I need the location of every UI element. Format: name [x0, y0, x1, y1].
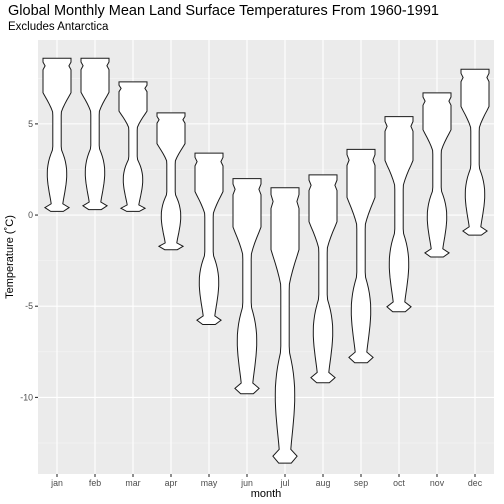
x-tick-label: feb	[89, 478, 101, 488]
x-tick-label: nov	[430, 478, 445, 488]
plot-panel	[38, 40, 494, 474]
y-tick-label: 0	[28, 210, 33, 220]
violin-mar	[118, 81, 148, 212]
violin-jan	[42, 57, 72, 212]
y-axis: -10 -5 0 5	[20, 119, 38, 402]
x-axis-title: month	[251, 488, 282, 500]
chart-subtitle: Excludes Antarctica	[8, 21, 109, 33]
violin-may	[194, 152, 224, 325]
x-tick-label: sep	[354, 478, 368, 488]
x-tick-label: mar	[125, 478, 140, 488]
x-tick-label: aug	[316, 478, 331, 488]
y-tick-label: -5	[25, 301, 33, 311]
x-tick-label: may	[201, 478, 218, 488]
violins	[42, 57, 490, 464]
violin-apr	[156, 112, 186, 251]
x-axis: jan feb mar apr may jun jul aug sep oct nov dec	[50, 474, 483, 488]
x-tick-label: oct	[393, 478, 405, 488]
violin-feb	[80, 57, 110, 211]
violin-nov	[422, 92, 452, 258]
violin-sep	[346, 148, 376, 364]
x-tick-label: jan	[50, 478, 63, 488]
violin-jun	[232, 178, 262, 395]
violin-dec	[460, 68, 490, 236]
minor-gridlines	[38, 78, 494, 444]
y-axis-title: Temperature (˚C)	[4, 215, 16, 299]
y-tick-label: -10	[20, 392, 33, 402]
x-tick-label: apr	[165, 478, 178, 488]
x-tick-label: jul	[280, 478, 290, 488]
violin-jul	[270, 187, 300, 464]
x-tick-label: dec	[468, 478, 483, 488]
violin-aug	[308, 174, 338, 384]
x-tick-label: jun	[240, 478, 253, 488]
violin-oct	[384, 116, 414, 313]
chart-title: Global Monthly Mean Land Surface Tempera…	[8, 3, 439, 19]
y-tick-label: 5	[28, 119, 33, 129]
